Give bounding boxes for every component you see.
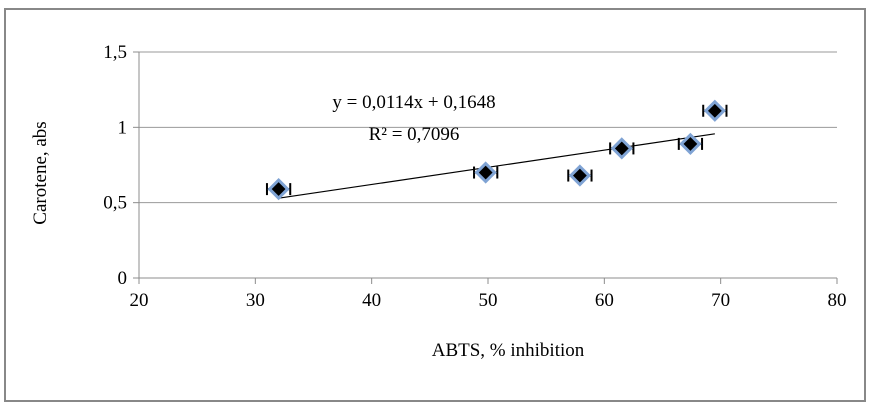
y-axis-title: Carotene, abs bbox=[30, 121, 51, 224]
x-tick-label: 80 bbox=[828, 290, 847, 311]
x-tick-label: 50 bbox=[479, 290, 498, 311]
trendline-equation: y = 0,0114x + 0,1648 bbox=[332, 92, 495, 113]
x-tick-label: 20 bbox=[130, 290, 149, 311]
data-point bbox=[474, 161, 497, 184]
scatter-chart: 0 0,5 1 1,5 20 30 40 50 60 70 80 ABTS, % inhibition… bbox=[30, 42, 847, 361]
data-point bbox=[679, 132, 702, 156]
x-tick-label: 70 bbox=[711, 290, 730, 311]
y-tick-label: 0,5 bbox=[103, 193, 127, 214]
trendline-layer bbox=[278, 133, 715, 199]
x-axis-title: ABTS, % inhibition bbox=[432, 340, 585, 361]
trendline bbox=[278, 133, 715, 199]
x-tick-label: 60 bbox=[595, 290, 614, 311]
grid-layer bbox=[139, 51, 837, 204]
axis-layer bbox=[133, 51, 838, 284]
y-tick-label: 0 bbox=[118, 268, 128, 289]
data-point bbox=[703, 99, 726, 122]
data-point-layer bbox=[265, 99, 728, 201]
x-tick-label: 30 bbox=[246, 290, 265, 311]
data-point bbox=[568, 164, 592, 187]
data-point bbox=[267, 177, 290, 201]
x-tick-label: 40 bbox=[362, 290, 381, 311]
y-tick-label: 1,5 bbox=[103, 42, 127, 63]
chart-frame: 0 0,5 1 1,5 20 30 40 50 60 70 80 ABTS, % inhibition… bbox=[4, 8, 866, 402]
label-layer: 0 0,5 1 1,5 20 30 40 50 60 70 80 ABTS, % inhibition… bbox=[30, 42, 847, 361]
y-tick-label: 1 bbox=[118, 117, 128, 138]
trendline-r-squared: R² = 0,7096 bbox=[369, 124, 460, 145]
data-point bbox=[610, 137, 633, 160]
